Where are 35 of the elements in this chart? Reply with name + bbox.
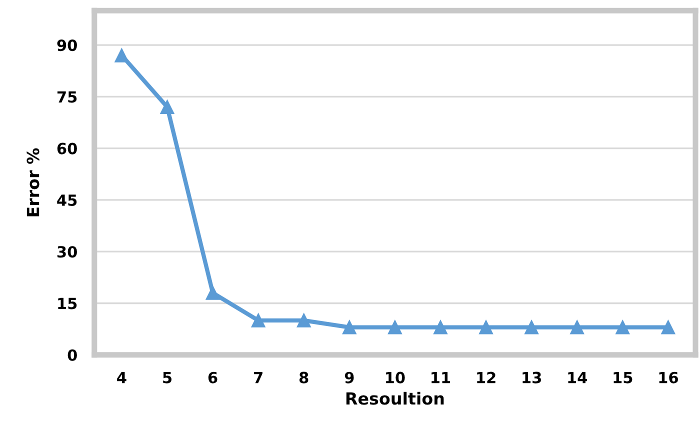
- point: [434, 320, 448, 334]
- y-tick-label: 30: [57, 246, 77, 258]
- point: [388, 320, 402, 334]
- point: [342, 320, 356, 334]
- y-tick-label: 15: [58, 298, 77, 310]
- x-tick-label: 9: [344, 372, 354, 384]
- y-axis-title: Error %: [26, 148, 40, 216]
- y-tick-label: 60: [57, 142, 77, 154]
- x-tick-label: 16: [659, 372, 678, 384]
- x-tick-label: 12: [477, 372, 496, 384]
- x-tick-label: 13: [522, 372, 541, 384]
- point: [524, 320, 539, 334]
- y-tick-label: 0: [68, 349, 77, 361]
- x-tick-label: 4: [117, 372, 126, 384]
- point: [616, 320, 630, 334]
- point: [570, 320, 584, 334]
- point: [661, 320, 676, 334]
- x-tick-label: 5: [163, 372, 172, 384]
- y-tick-label: 75: [57, 91, 77, 103]
- point: [296, 314, 311, 328]
- y-tick-label: 90: [57, 40, 77, 52]
- point: [160, 100, 174, 114]
- point: [251, 314, 266, 328]
- x-tick-label: 6: [208, 372, 218, 384]
- y-tick-label: 45: [57, 194, 77, 206]
- point: [114, 48, 129, 62]
- x-axis-title: Resoultion: [346, 392, 444, 405]
- x-tick-label: 8: [299, 372, 308, 384]
- x-tick-label: 7: [254, 372, 262, 384]
- point: [206, 286, 220, 300]
- point: [479, 320, 493, 334]
- x-tick-label: 11: [432, 372, 450, 384]
- x-tick-label: 14: [568, 372, 588, 384]
- x-tick-label: 10: [386, 372, 405, 384]
- x-tick-label: 15: [614, 372, 632, 384]
